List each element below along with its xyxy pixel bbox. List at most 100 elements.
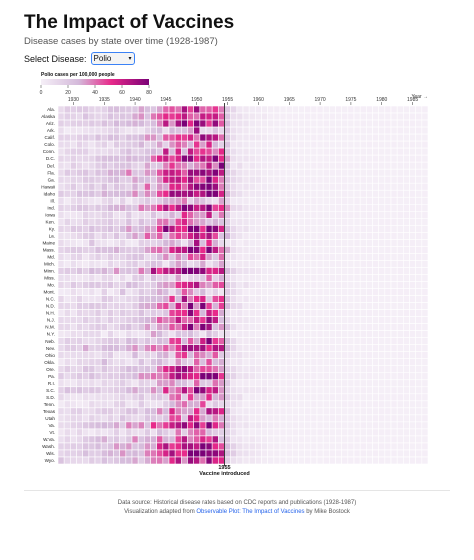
heatmap-cell bbox=[230, 246, 238, 254]
heatmap-cell bbox=[261, 119, 268, 128]
heatmap-cell bbox=[119, 393, 127, 402]
heatmap-cell bbox=[298, 161, 305, 170]
heatmap-cell bbox=[181, 288, 188, 296]
heatmap-cell bbox=[261, 267, 268, 275]
heatmap-cell bbox=[193, 414, 201, 423]
heatmap-cell bbox=[403, 379, 410, 388]
heatmap-cell bbox=[396, 119, 404, 128]
heatmap-cell bbox=[187, 295, 194, 303]
heatmap-cell bbox=[230, 337, 238, 345]
heatmap-cell bbox=[415, 393, 423, 402]
heatmap-cell bbox=[316, 442, 324, 451]
heatmap-cell bbox=[359, 147, 367, 156]
heatmap-cell bbox=[224, 168, 231, 177]
heatmap-cell bbox=[94, 119, 102, 128]
heatmap-cell bbox=[156, 119, 164, 128]
heatmap-cell bbox=[298, 225, 305, 233]
heatmap-cell bbox=[100, 105, 108, 114]
heatmap-cell bbox=[76, 372, 83, 381]
footer-credit-link[interactable]: Observable Plot: The Impact of Vaccines bbox=[196, 509, 305, 515]
heatmap-cell bbox=[304, 414, 312, 423]
heatmap-cell bbox=[156, 414, 164, 423]
x-tick-label: 1965 bbox=[284, 97, 295, 103]
heatmap-cell bbox=[415, 260, 423, 268]
heatmap-cell bbox=[255, 435, 262, 444]
heatmap-cell bbox=[341, 407, 349, 416]
heatmap-cell bbox=[131, 414, 139, 423]
y-tick-label: Utah bbox=[45, 416, 55, 421]
heatmap-cell bbox=[162, 133, 170, 142]
heatmap-cell bbox=[218, 281, 225, 289]
heatmap-cell bbox=[125, 295, 133, 303]
disease-select[interactable]: Polio ▾ bbox=[90, 52, 135, 65]
heatmap-cell bbox=[224, 105, 231, 114]
heatmap-cell bbox=[329, 288, 336, 296]
heatmap-cell bbox=[322, 267, 330, 275]
heatmap-cell bbox=[310, 161, 318, 170]
heatmap-cell bbox=[187, 119, 194, 128]
heatmap-cell bbox=[316, 140, 324, 149]
heatmap-cell bbox=[322, 112, 330, 121]
heatmap-cell bbox=[341, 281, 349, 289]
heatmap-cell bbox=[378, 379, 386, 388]
heatmap-cell bbox=[181, 379, 188, 388]
heatmap-cell bbox=[181, 295, 188, 303]
heatmap-cell bbox=[353, 330, 361, 338]
heatmap-cell bbox=[255, 372, 262, 381]
heatmap-cell bbox=[267, 246, 275, 254]
heatmap-cell bbox=[82, 449, 90, 458]
heatmap-cell bbox=[57, 302, 65, 310]
heatmap-cell bbox=[224, 379, 231, 388]
heatmap-cell bbox=[390, 210, 398, 219]
heatmap-cell bbox=[285, 274, 293, 282]
heatmap-cell bbox=[236, 140, 244, 149]
heatmap-cell bbox=[230, 288, 238, 296]
heatmap-cell bbox=[70, 365, 77, 374]
heatmap-cell bbox=[144, 112, 151, 121]
heatmap-cell bbox=[242, 196, 250, 205]
heatmap-cell bbox=[137, 288, 145, 296]
heatmap-cell bbox=[403, 288, 410, 296]
heatmap-cell bbox=[218, 225, 225, 233]
heatmap-cell bbox=[415, 435, 423, 444]
heatmap-cell bbox=[131, 428, 139, 437]
heatmap-cell bbox=[341, 112, 349, 121]
heatmap-cell bbox=[292, 218, 299, 226]
heatmap-cell bbox=[298, 140, 305, 149]
heatmap-cell bbox=[94, 414, 102, 423]
heatmap-cell bbox=[88, 105, 96, 114]
heatmap-cell bbox=[273, 260, 281, 268]
heatmap-cell bbox=[144, 260, 151, 268]
heatmap-cell bbox=[409, 449, 416, 458]
heatmap-cell bbox=[236, 456, 244, 465]
heatmap-cell bbox=[144, 316, 151, 324]
heatmap-cell bbox=[107, 147, 114, 156]
heatmap-cell bbox=[403, 161, 410, 170]
heatmap-cell bbox=[366, 428, 373, 437]
heatmap-cell bbox=[372, 295, 379, 303]
heatmap-cell bbox=[88, 344, 96, 352]
heatmap-cell bbox=[415, 428, 423, 437]
heatmap-cell bbox=[131, 239, 139, 247]
heatmap-cell bbox=[378, 323, 386, 331]
heatmap-cell bbox=[242, 302, 250, 310]
heatmap-cell bbox=[329, 456, 336, 465]
heatmap-cell bbox=[224, 365, 231, 374]
heatmap-cell bbox=[372, 210, 379, 219]
heatmap-cell bbox=[273, 246, 281, 254]
heatmap-cell bbox=[322, 372, 330, 381]
heatmap-cell bbox=[94, 421, 102, 430]
heatmap-cell bbox=[76, 182, 83, 191]
heatmap-cell bbox=[285, 337, 293, 345]
heatmap-cell bbox=[211, 316, 219, 324]
heatmap-cell bbox=[70, 309, 77, 317]
heatmap-cell bbox=[107, 175, 114, 184]
heatmap-cell bbox=[230, 161, 238, 170]
heatmap-cell bbox=[187, 316, 194, 324]
heatmap-cell bbox=[273, 210, 281, 219]
y-tick-label: Minn. bbox=[44, 269, 55, 274]
heatmap-cell bbox=[187, 337, 194, 345]
heatmap-cell bbox=[310, 400, 318, 409]
y-tick-label: Ore. bbox=[46, 367, 55, 372]
heatmap-cell bbox=[298, 267, 305, 275]
